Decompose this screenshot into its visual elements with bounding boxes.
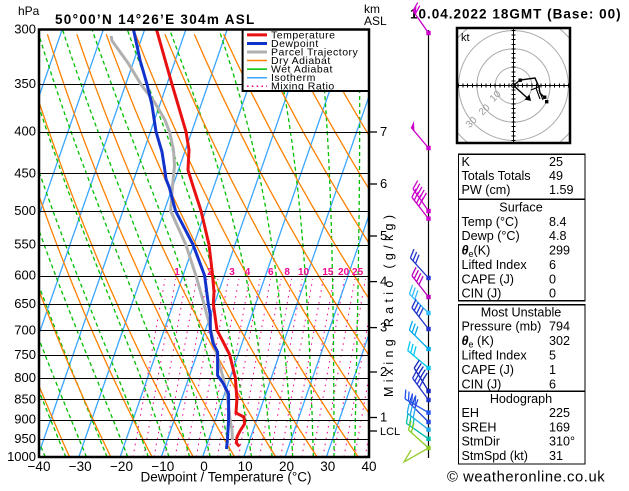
svg-text:0: 0	[200, 459, 208, 474]
svg-text:Hodograph: Hodograph	[490, 392, 552, 406]
svg-text:25: 25	[352, 267, 364, 278]
svg-text:Totals Totals: Totals Totals	[462, 169, 531, 183]
svg-text:−30: −30	[69, 459, 92, 474]
svg-text:Dewpoint / Temperature (°C): Dewpoint / Temperature (°C)	[141, 470, 312, 485]
svg-text:500: 500	[14, 203, 36, 218]
svg-text:15: 15	[322, 267, 334, 278]
svg-text:K: K	[462, 155, 471, 169]
svg-text:−20: −20	[110, 459, 133, 474]
svg-text:5: 5	[380, 228, 387, 243]
svg-text:4: 4	[245, 267, 251, 278]
svg-text:θe(K): θe(K)	[462, 244, 491, 260]
svg-text:10: 10	[238, 459, 253, 474]
svg-text:2: 2	[380, 364, 387, 379]
svg-text:PW (cm): PW (cm)	[462, 183, 511, 197]
svg-text:1: 1	[380, 410, 387, 425]
svg-text:1.59: 1.59	[549, 183, 574, 197]
svg-text:3: 3	[380, 320, 387, 335]
svg-text:CAPE (J): CAPE (J)	[462, 363, 514, 377]
svg-text:StmDir: StmDir	[462, 435, 500, 449]
svg-text:−40: −40	[28, 459, 51, 474]
svg-text:169: 169	[549, 420, 570, 434]
svg-text:CAPE (J): CAPE (J)	[462, 272, 514, 286]
svg-text:Lifted Index: Lifted Index	[462, 349, 528, 363]
svg-text:550: 550	[14, 237, 36, 252]
svg-text:900: 900	[14, 412, 36, 427]
svg-text:Dry Adiabat: Dry Adiabat	[271, 55, 331, 67]
svg-text:Parcel Trajectory: Parcel Trajectory	[271, 46, 359, 58]
svg-text:400: 400	[14, 124, 36, 139]
svg-text:650: 650	[14, 296, 36, 311]
svg-text:2: 2	[207, 267, 213, 278]
svg-text:hPa: hPa	[18, 4, 40, 18]
svg-text:© weatheronline.co.uk: © weatheronline.co.uk	[447, 470, 605, 486]
svg-text:31: 31	[549, 449, 563, 463]
svg-text:50°00’N 14°26’E 304m ASL: 50°00’N 14°26’E 304m ASL	[55, 12, 256, 27]
svg-text:Dewp (°C): Dewp (°C)	[462, 229, 520, 243]
svg-text:Dewpoint: Dewpoint	[271, 38, 319, 50]
svg-text:20: 20	[338, 267, 350, 278]
svg-text:25: 25	[549, 155, 563, 169]
svg-text:225: 225	[549, 406, 570, 420]
svg-text:7: 7	[380, 124, 387, 139]
svg-text:−10: −10	[151, 459, 174, 474]
svg-text:6: 6	[380, 176, 387, 191]
svg-text:0: 0	[549, 286, 556, 300]
svg-text:302: 302	[549, 334, 570, 348]
svg-text:Wet Adiabat: Wet Adiabat	[271, 64, 333, 76]
svg-text:310°: 310°	[549, 435, 575, 449]
svg-text:Surface: Surface	[499, 201, 542, 215]
svg-text:3: 3	[229, 267, 235, 278]
svg-text:Temp (°C): Temp (°C)	[462, 215, 519, 229]
svg-text:km: km	[364, 2, 380, 16]
svg-text:299: 299	[549, 244, 570, 258]
svg-text:5: 5	[549, 349, 556, 363]
svg-text:θe (K): θe (K)	[462, 334, 494, 350]
svg-text:Temperature: Temperature	[271, 29, 335, 41]
svg-text:794: 794	[549, 320, 570, 334]
svg-text:4: 4	[380, 274, 387, 289]
svg-text:Mixing Ratio: Mixing Ratio	[271, 81, 335, 93]
svg-text:350: 350	[14, 76, 36, 91]
svg-text:750: 750	[14, 347, 36, 362]
svg-text:10: 10	[298, 267, 310, 278]
svg-text:8.4: 8.4	[549, 215, 567, 229]
svg-text:Isotherm: Isotherm	[271, 72, 316, 84]
svg-text:EH: EH	[462, 406, 480, 420]
svg-text:ASL: ASL	[364, 14, 387, 28]
svg-text:40: 40	[361, 459, 376, 474]
svg-text:SREH: SREH	[462, 420, 497, 434]
svg-text:20: 20	[279, 459, 294, 474]
svg-text:450: 450	[14, 166, 36, 181]
svg-text:49: 49	[549, 169, 563, 183]
svg-text:CIN (J): CIN (J)	[462, 377, 502, 391]
svg-text:6: 6	[549, 377, 556, 391]
svg-text:6: 6	[549, 258, 556, 272]
svg-text:1: 1	[549, 363, 556, 377]
svg-text:kt: kt	[461, 32, 470, 44]
svg-text:CIN (J): CIN (J)	[462, 286, 502, 300]
svg-text:6: 6	[268, 267, 274, 278]
svg-text:4.8: 4.8	[549, 229, 567, 243]
svg-text:850: 850	[14, 391, 36, 406]
svg-text:StmSpd (kt): StmSpd (kt)	[462, 449, 528, 463]
svg-text:600: 600	[14, 268, 36, 283]
svg-text:800: 800	[14, 370, 36, 385]
svg-text:Most Unstable: Most Unstable	[481, 306, 562, 320]
svg-text:700: 700	[14, 322, 36, 337]
svg-text:30: 30	[320, 459, 335, 474]
svg-text:LCL: LCL	[380, 426, 400, 438]
svg-text:950: 950	[14, 431, 36, 446]
svg-text:8: 8	[284, 267, 290, 278]
svg-text:300: 300	[14, 22, 36, 37]
svg-text:1000: 1000	[7, 449, 36, 464]
svg-text:Pressure (mb): Pressure (mb)	[462, 320, 542, 334]
svg-text:10.04.2022 18GMT (Base: 00): 10.04.2022 18GMT (Base: 00)	[410, 7, 622, 22]
svg-text:1: 1	[174, 267, 180, 278]
svg-text:Lifted Index: Lifted Index	[462, 258, 528, 272]
svg-text:0: 0	[549, 272, 556, 286]
